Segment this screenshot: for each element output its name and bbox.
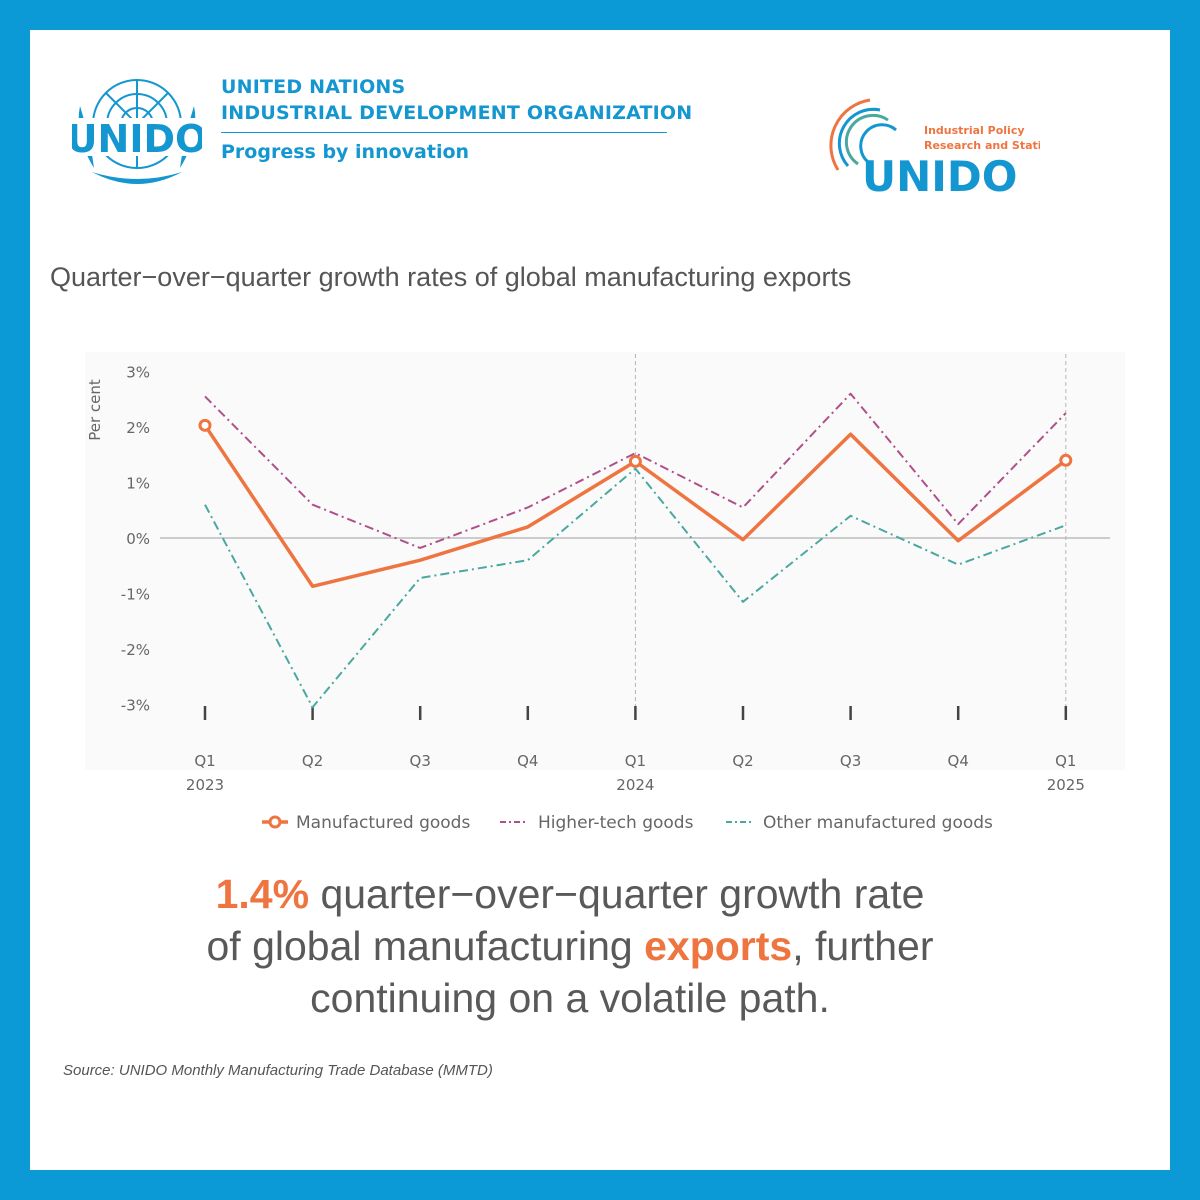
- series-line-other: [204, 467, 1067, 709]
- legend-label-manufactured: Manufactured goods: [296, 813, 470, 833]
- right-logo-word: UNIDO: [862, 152, 1017, 198]
- y-tick-label: 1%: [126, 475, 150, 493]
- x-year-label: 2025: [1047, 776, 1085, 794]
- org-name-line1: UNITED NATIONS: [221, 76, 406, 98]
- org-name-line2: INDUSTRIAL DEVELOPMENT ORGANIZATION: [221, 102, 693, 124]
- line-chart: Per cent 3% 2% 1% 0% -1% -2% -3% Q1 2023 Q2 Q3 Q4 Q…: [86, 354, 1110, 833]
- x-tick-label: Q4: [517, 752, 538, 770]
- right-logo-line2: Research and Statistics: [924, 139, 1040, 152]
- y-tick-label: 0%: [126, 530, 150, 548]
- data-point-marker: [198, 418, 212, 432]
- y-axis-label: Per cent: [86, 379, 104, 441]
- legend-marker: [268, 815, 282, 829]
- headline-part4: continuing on a volatile path.: [310, 975, 830, 1021]
- y-tick-label: 3%: [126, 364, 150, 382]
- x-tick-label: Q1: [1055, 752, 1076, 770]
- organization-name-block: UNITED NATIONS INDUSTRIAL DEVELOPMENT OR…: [221, 74, 693, 163]
- org-tagline: Progress by innovation: [221, 141, 470, 163]
- ipr-unido-logo: Industrial Policy Research and Statistic…: [829, 98, 1040, 198]
- x-tick-label: Q2: [732, 752, 753, 770]
- headline: 1.4% quarter−over−quarter growth rate of…: [70, 868, 1070, 1024]
- right-logo-line1: Industrial Policy: [924, 124, 1025, 137]
- x-tick-label: Q4: [948, 752, 969, 770]
- y-tick-label: -3%: [121, 697, 150, 715]
- headline-part2: of global manufacturing: [206, 923, 645, 969]
- source-note: Source: UNIDO Monthly Manufacturing Trad…: [63, 1062, 493, 1079]
- data-point-marker: [1059, 453, 1073, 467]
- x-year-label: 2023: [186, 776, 224, 794]
- headline-part3: , further: [792, 923, 934, 969]
- x-tick-label: Q2: [302, 752, 323, 770]
- x-year-label: 2024: [616, 776, 654, 794]
- x-tick-label: Q3: [840, 752, 861, 770]
- x-tick-label: Q1: [625, 752, 646, 770]
- headline-keyword: exports: [644, 923, 793, 969]
- legend-label-higher-tech: Higher-tech goods: [538, 813, 694, 833]
- y-tick-label: -1%: [121, 586, 150, 604]
- y-tick-label: 2%: [126, 419, 150, 437]
- un-emblem-logo: UNIDO: [72, 79, 202, 184]
- legend-label-other: Other manufactured goods: [763, 813, 993, 833]
- y-tick-label: -2%: [121, 641, 150, 659]
- org-divider: [221, 132, 667, 133]
- emblem-text: UNIDO: [72, 117, 202, 161]
- x-tick-label: Q1: [194, 752, 215, 770]
- chart-title: Quarter−over−quarter growth rates of glo…: [50, 262, 852, 292]
- x-tick-label: Q3: [410, 752, 431, 770]
- data-point-marker: [628, 454, 642, 468]
- series-line-higher-tech: [204, 392, 1067, 549]
- headline-value: 1.4%: [215, 871, 310, 917]
- headline-part1: quarter−over−quarter growth rate: [309, 871, 925, 917]
